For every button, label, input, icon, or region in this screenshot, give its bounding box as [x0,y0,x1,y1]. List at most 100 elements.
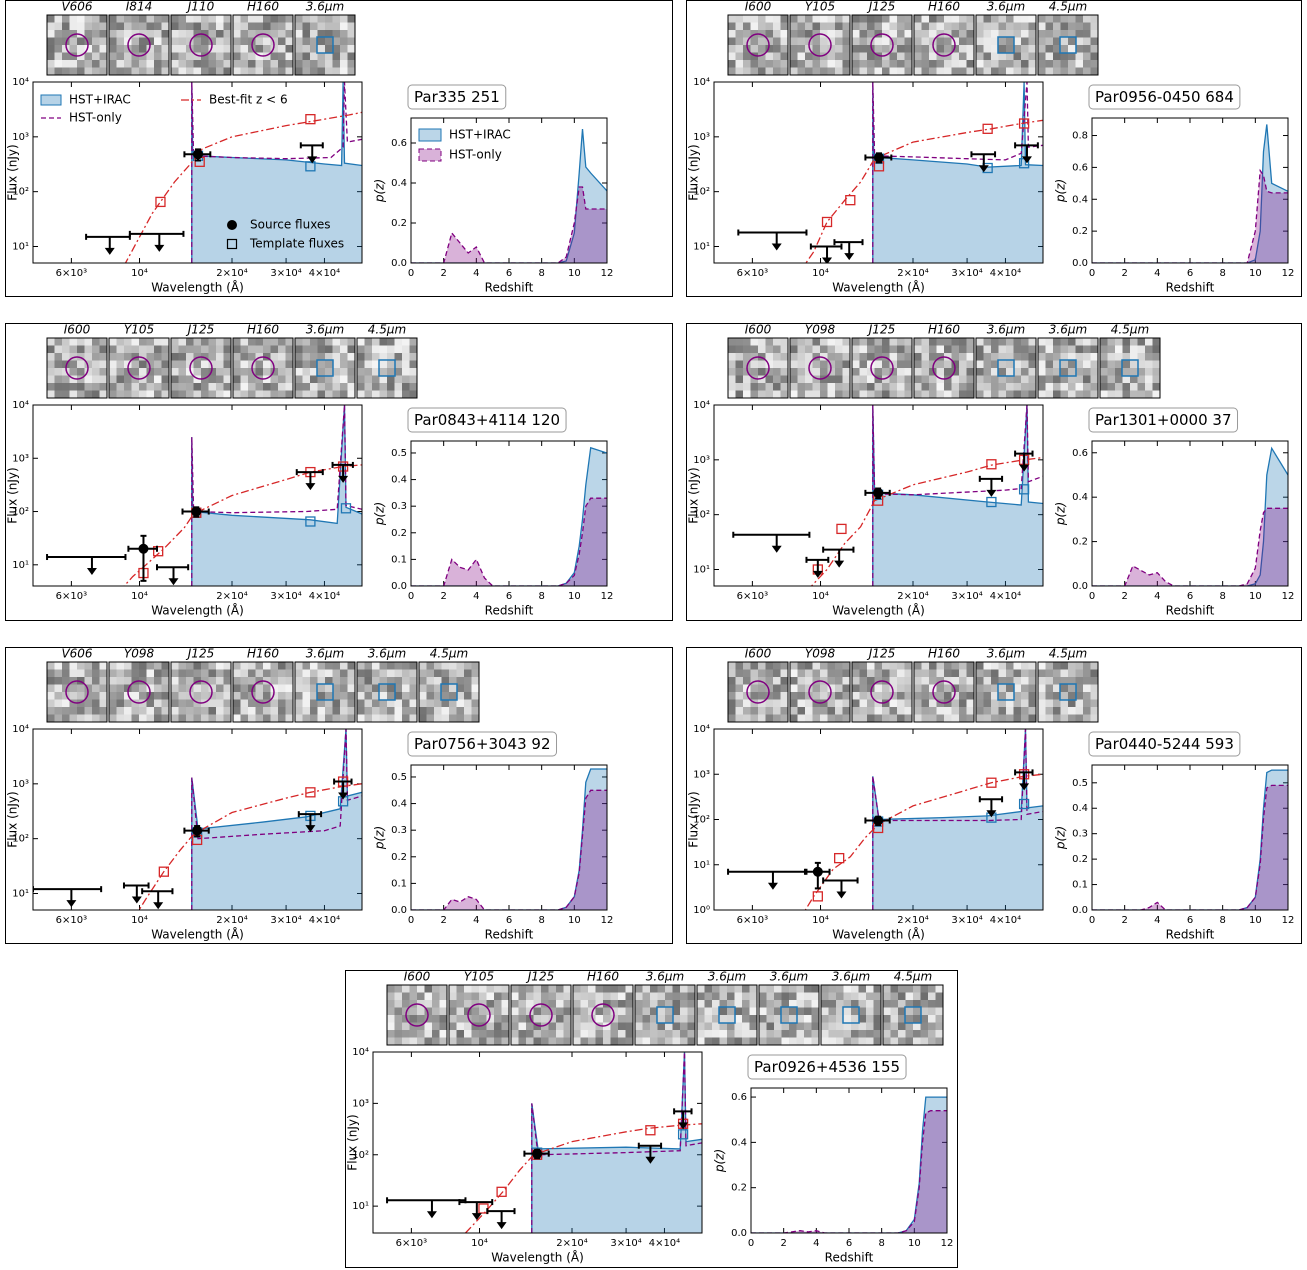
cutout-pixel [812,692,821,700]
cutout-pixel [439,1015,448,1023]
cutout-pixel [402,992,410,1001]
cutout-pixel [364,669,373,678]
cutout-image [109,338,170,399]
axes-frame [372,1051,703,1234]
cutout-pixel [858,1037,867,1046]
cutout-pixel [1152,375,1161,384]
limit-arrow-head [305,483,316,491]
cutout-pixel [84,45,93,53]
cutout-frame [572,984,634,1046]
cutout-pixel [642,992,651,1001]
cutout-pixel [171,707,179,715]
cutout-pixel [882,684,890,693]
cutout-pixel [790,368,798,376]
cutout-pixel [409,1030,418,1038]
cutout-pixel [859,338,868,346]
cutout-pixel [1068,345,1076,354]
cutout-pixel [780,345,789,354]
cutout-pixel [394,390,403,399]
cutout-pixel [898,1015,906,1023]
cutout-pixel [728,662,736,670]
plot-area [411,118,607,263]
cutout-pixel [1013,677,1022,685]
cutout-pixel [62,383,70,391]
cutout-pixel [387,684,395,693]
cutout-pixel [387,677,395,685]
cutout-pixel [154,662,162,670]
cutout-pixel [998,45,1007,53]
cutout-pixel [773,37,781,46]
cutout-pixel [432,1030,440,1038]
cutout-pixel [240,714,249,723]
cutout-pixel [325,699,333,708]
x-axis-label: Wavelength (Å) [832,280,925,295]
cutout-pixel [139,360,147,369]
cutout-pixel [735,383,744,391]
cutout-pixel [904,390,913,399]
cutout-pixel [897,338,905,346]
cutout-pixel [208,37,217,46]
cutout-pixel [409,1007,418,1016]
aperture-square [1059,683,1077,701]
x-tick-label: 2 [1121,915,1127,926]
cutout-label: Y098 [805,323,836,337]
cutout-pixel [357,360,365,369]
cutout-pixel [780,368,789,376]
cutout-pixel [1083,45,1091,53]
cutout-pixel [812,699,821,708]
cutout-pixel [1152,353,1161,361]
cutout-pixel [1028,30,1037,38]
cutout-pixel [84,669,93,678]
cutout-pixel [317,60,326,68]
cutout-pixel [765,692,774,700]
cutout-pixel [216,662,224,670]
cutout-pixel [263,22,271,31]
cutout-pixel [805,345,813,354]
cutout-pixel [951,52,960,61]
cutout-pixel [464,677,472,685]
cutout-pixel [54,67,63,76]
cutout-pixel [456,1000,465,1008]
cutout-pixel [618,1007,626,1016]
legend-patch [418,148,442,162]
cutout-pixel [866,1015,874,1023]
cutout-pixel [139,45,147,53]
cutout-pixel [161,345,170,354]
x-tick-label: 0 [1089,268,1095,279]
cutout-label: H160 [928,323,960,337]
cutout-pixel [154,692,162,700]
cutout-pixel [340,37,348,46]
cutout-pixel [295,684,303,693]
cutout-pixel [734,992,743,1001]
cutout-pixel [201,699,209,708]
cutout-pixel [991,684,999,693]
cutout-pixel [966,338,975,346]
cutout-pixel [201,67,209,76]
cutout-pixel [541,1007,549,1016]
cutout-pixel [441,692,450,700]
x-tick-label: 4×10⁴ [990,915,1021,926]
cutout-pixel [1013,684,1022,693]
cutout-pixel [936,684,945,693]
cutout-pixel [511,1007,519,1016]
cutout-pixel [248,714,256,723]
cutout-pixel [959,699,967,708]
legend-marker [227,220,237,230]
cutout-pixel [951,677,960,685]
cutout-pixel [223,45,232,53]
cutout-image [1038,338,1099,399]
cutout-pixel [719,1000,728,1008]
cutout-pixel [827,45,836,53]
cutout-pixel [432,1015,440,1023]
cutout-pixel [1083,52,1091,61]
cutout-pixel [1006,22,1014,31]
cutout-pixel [765,22,774,31]
cutout-pixel [216,669,224,678]
cutout-pixel [812,375,821,384]
cutout-pixel [820,699,828,708]
cutout-pixel [914,45,922,53]
cutout-pixel [193,662,202,670]
cutout-pixel [735,677,744,685]
cutout-pixel [84,338,93,346]
cutout-pixel [1021,22,1029,31]
